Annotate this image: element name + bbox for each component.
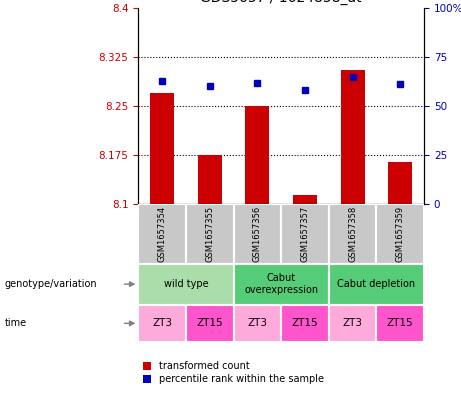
Text: ZT3: ZT3 [248, 318, 267, 328]
Legend: transformed count, percentile rank within the sample: transformed count, percentile rank withi… [143, 361, 324, 384]
Bar [150, 93, 174, 204]
Bar [341, 70, 365, 204]
Bar [138, 204, 186, 264]
Text: Cabut depletion: Cabut depletion [337, 279, 415, 289]
Bar [245, 106, 269, 204]
Text: wild type: wild type [164, 279, 208, 289]
Text: GSM1657355: GSM1657355 [205, 206, 214, 262]
Bar [198, 155, 222, 204]
Bar [377, 305, 424, 342]
Bar [293, 195, 317, 204]
Text: ZT15: ZT15 [196, 318, 223, 328]
Text: ZT3: ZT3 [152, 318, 172, 328]
Bar [138, 264, 234, 305]
Text: time: time [5, 318, 27, 328]
Bar [234, 305, 281, 342]
Text: ZT15: ZT15 [292, 318, 319, 328]
Bar [234, 204, 281, 264]
Bar [281, 204, 329, 264]
Bar [329, 204, 377, 264]
Text: ZT3: ZT3 [343, 318, 363, 328]
Bar [186, 204, 234, 264]
Bar [388, 162, 412, 204]
Bar [138, 305, 186, 342]
Text: ZT15: ZT15 [387, 318, 414, 328]
Text: genotype/variation: genotype/variation [5, 279, 97, 289]
Text: GSM1657356: GSM1657356 [253, 206, 262, 262]
Bar [329, 305, 377, 342]
Text: GSM1657359: GSM1657359 [396, 206, 405, 262]
Bar [329, 264, 424, 305]
Bar [186, 305, 234, 342]
Bar [281, 305, 329, 342]
Text: Cabut
overexpression: Cabut overexpression [244, 274, 318, 295]
Title: GDS5657 / 1624858_at: GDS5657 / 1624858_at [201, 0, 362, 6]
Text: GSM1657354: GSM1657354 [158, 206, 166, 262]
Bar [234, 264, 329, 305]
Text: GSM1657358: GSM1657358 [348, 206, 357, 262]
Text: GSM1657357: GSM1657357 [301, 206, 309, 262]
Bar [377, 204, 424, 264]
